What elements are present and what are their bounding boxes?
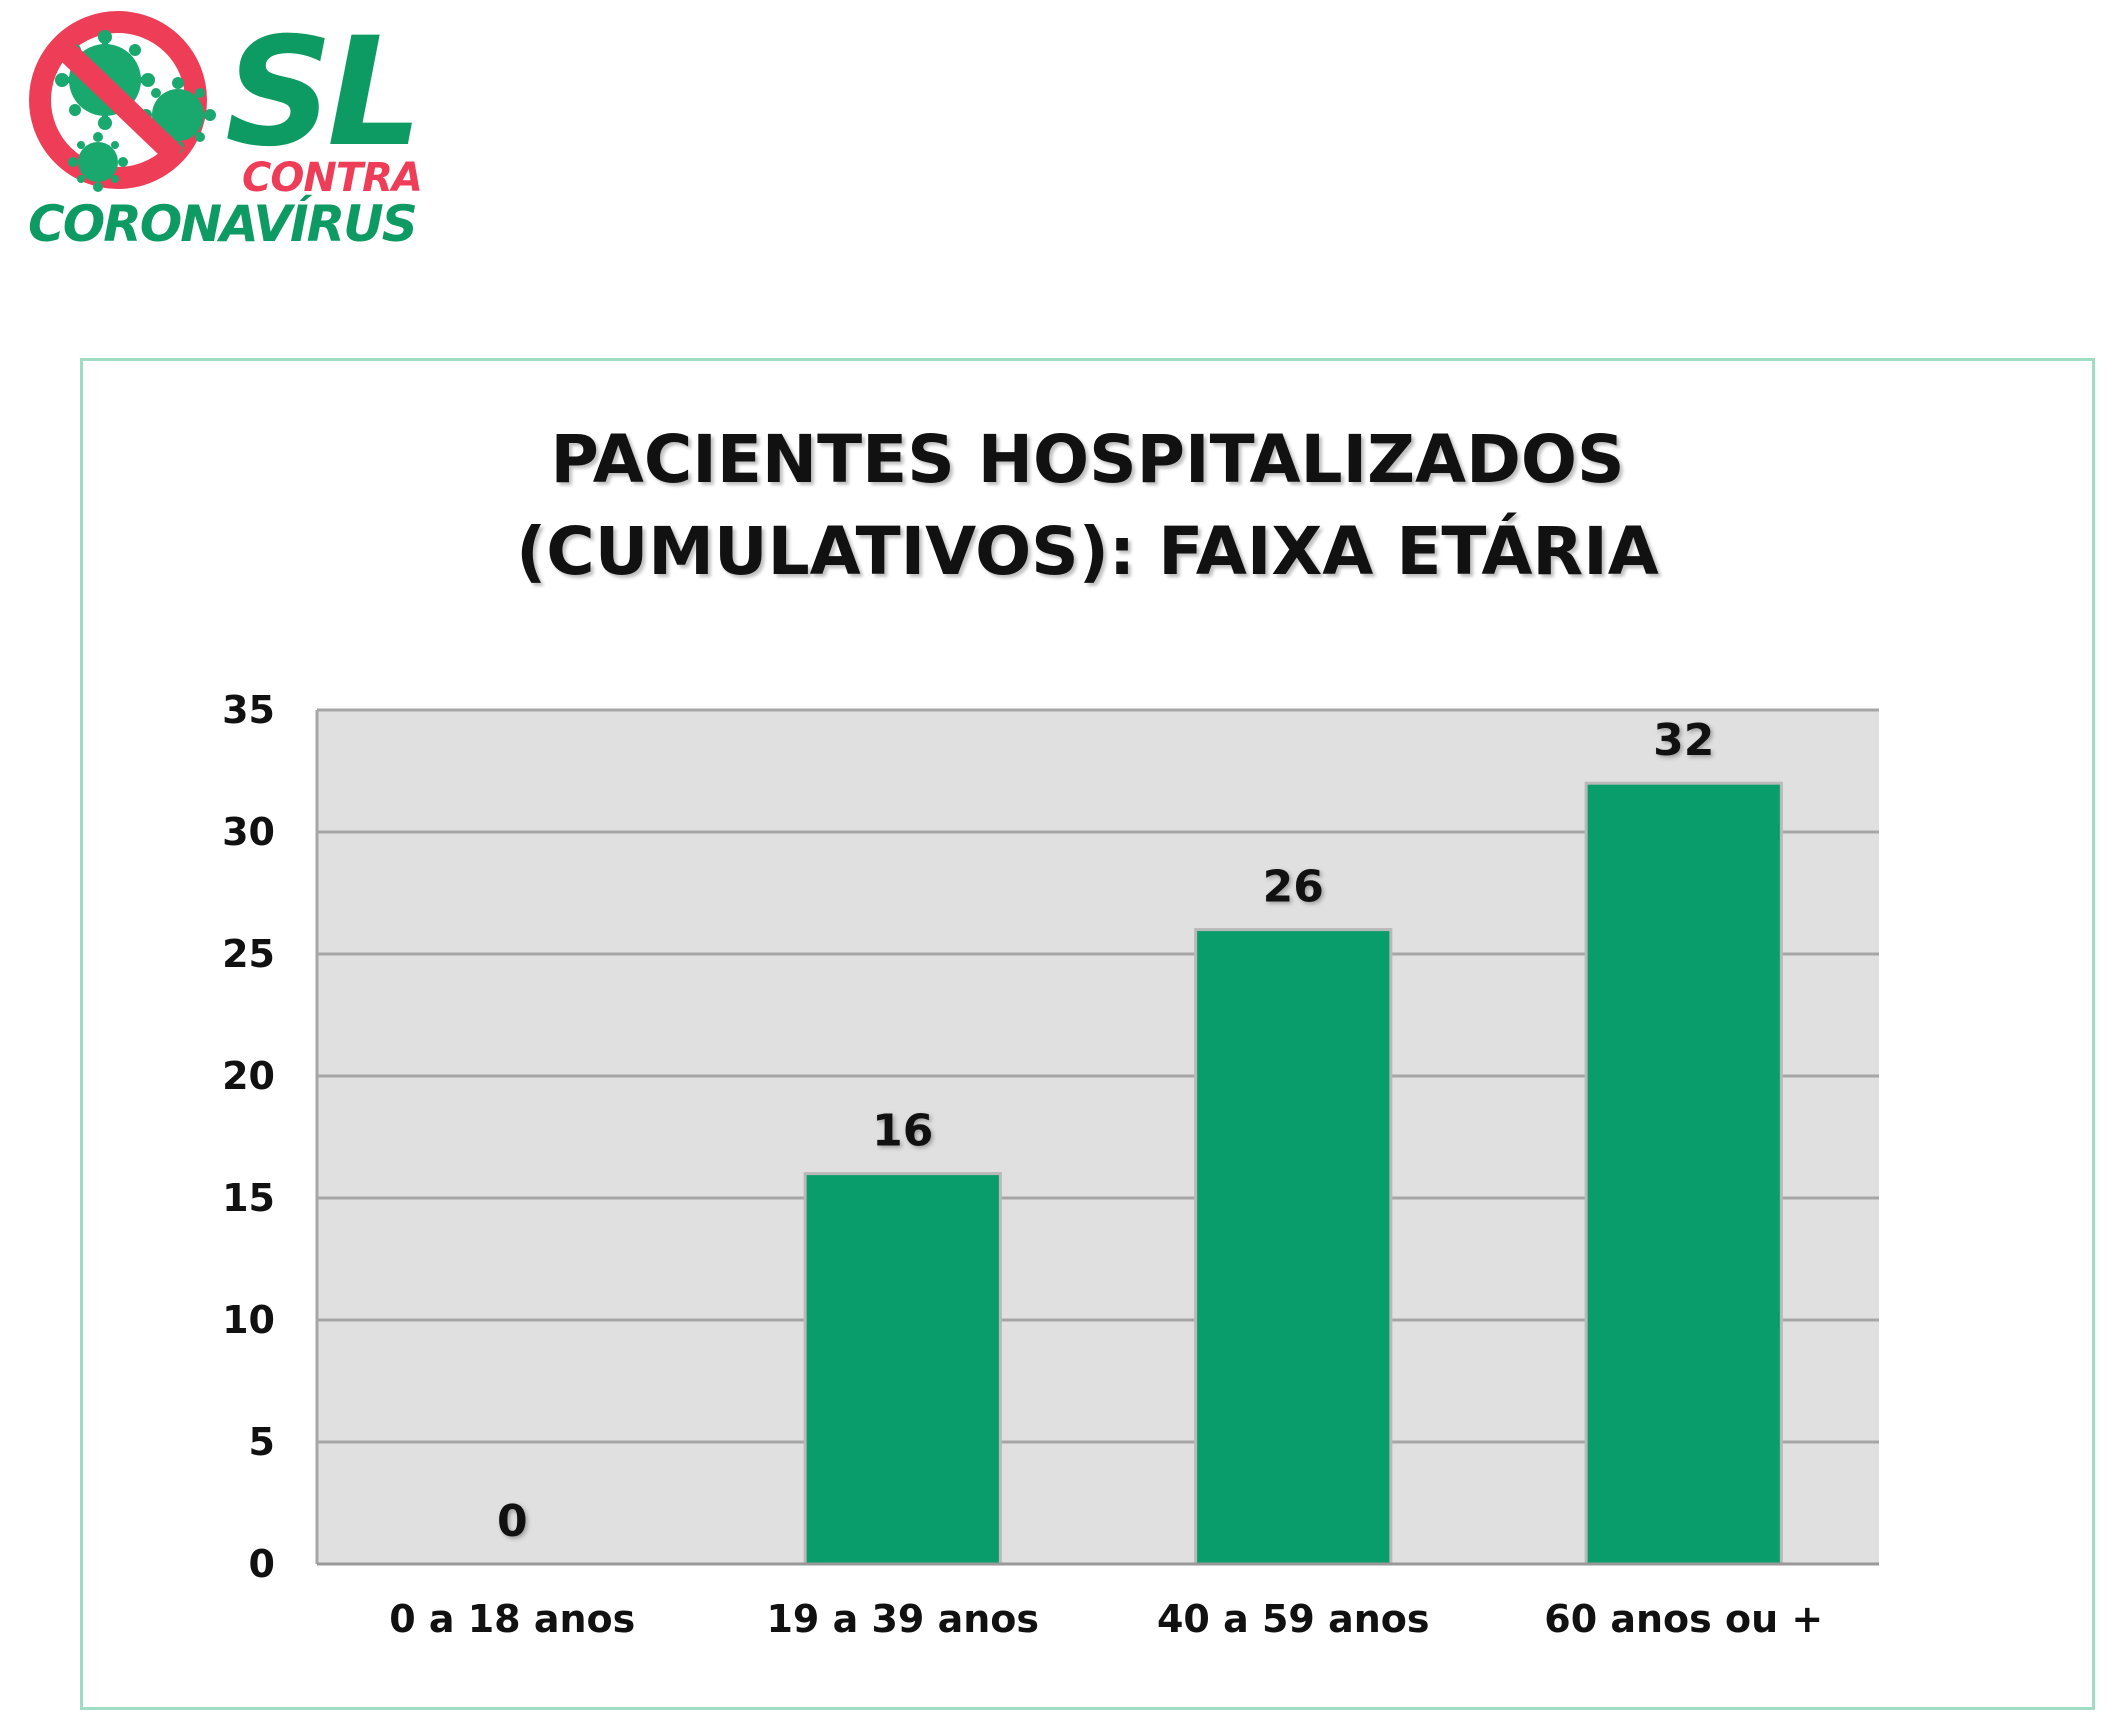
y-tick-label: 10 [222,1298,275,1342]
no-virus-icon [29,11,216,192]
y-tick-label: 15 [222,1176,275,1220]
chart-title: PACIENTES HOSPITALIZADOS (CUMULATIVOS): … [83,414,2092,598]
y-tick-label: 35 [222,688,275,732]
x-category-label: 40 a 59 anos [1157,1597,1430,1641]
data-label: 32 [1653,715,1714,766]
x-category-label: 19 a 39 anos [766,1597,1039,1641]
y-tick-label: 20 [222,1054,275,1098]
y-tick-label: 25 [222,932,275,976]
data-label: 0 [497,1496,528,1547]
chart-title-line-2: (CUMULATIVOS): FAIXA ETÁRIA [516,513,1659,590]
bar [803,1172,1002,1566]
x-category-label: 60 anos ou + [1544,1597,1823,1641]
logo: SL CONTRA CORONAVÍRUS [20,6,423,260]
logo-contra-text: CONTRA [242,155,423,201]
y-tick-label: 30 [222,810,275,854]
y-tick-label: 5 [249,1420,275,1464]
chart-title-line-1: PACIENTES HOSPITALIZADOS [550,421,1625,498]
y-tick-label: 0 [249,1542,275,1586]
bar-chart: 0 5 10 15 20 25 30 35 0 0 a 18 anos 16 19 a 39 anos… [222,688,1879,1641]
data-label: 16 [872,1106,933,1157]
data-label: 26 [1263,862,1324,913]
x-category-label: 0 a 18 anos [389,1597,635,1641]
bar [1584,781,1783,1566]
logo-coronavirus-text: CORONAVÍRUS [28,195,418,253]
bar [1194,928,1393,1566]
chart-frame: PACIENTES HOSPITALIZADOS (CUMULATIVOS): … [80,358,2095,1710]
logo-sl-text: SL [225,6,423,180]
